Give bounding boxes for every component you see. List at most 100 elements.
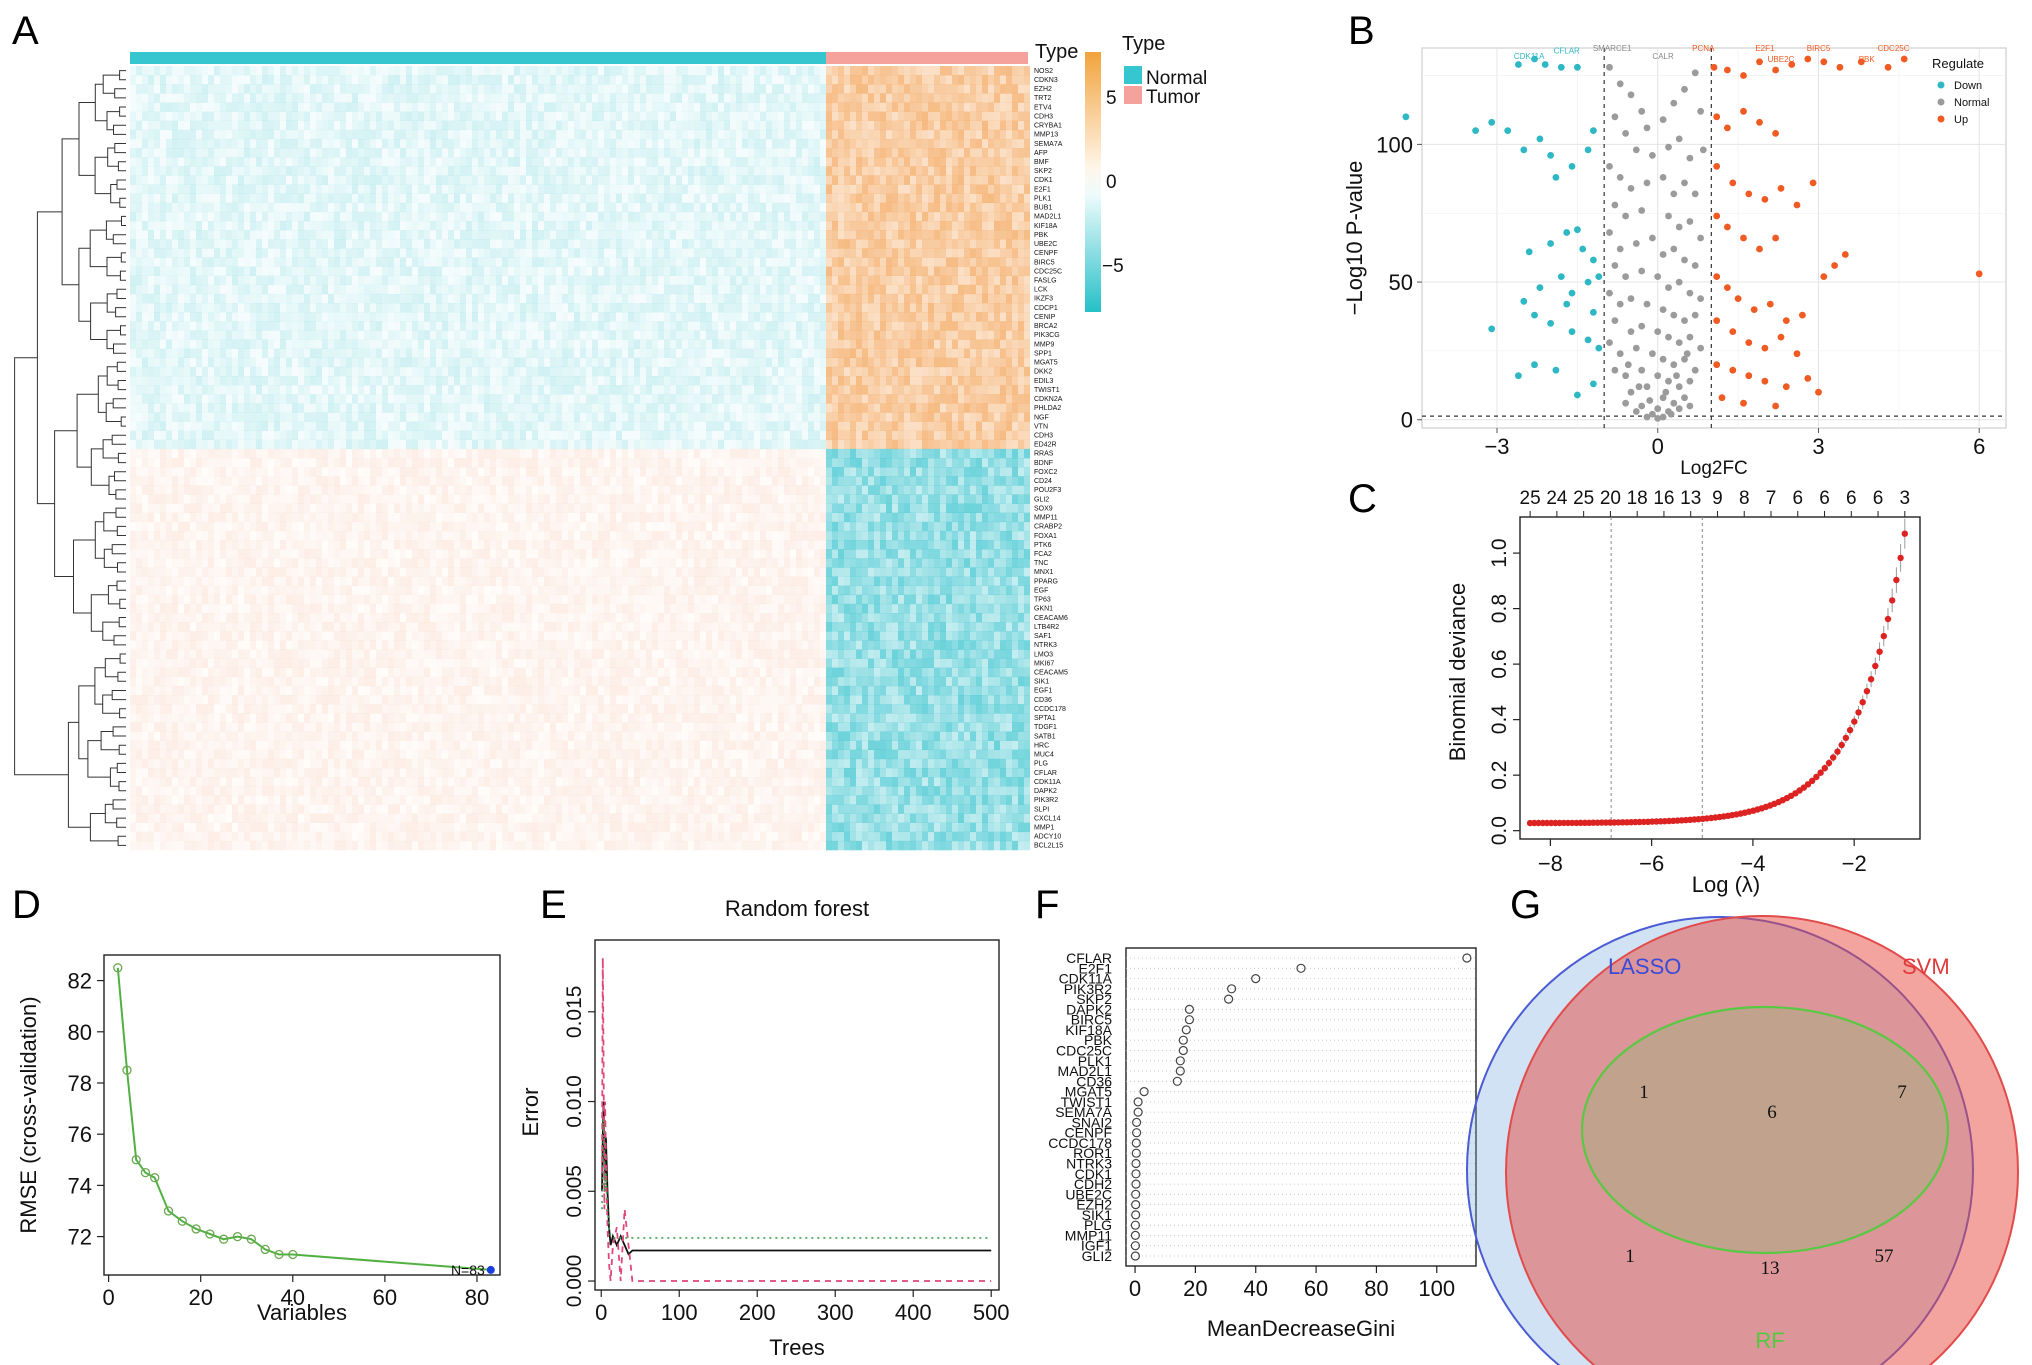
heatmap-cell [244,248,250,258]
heatmap-cell [1018,257,1024,267]
dendrogram-branch [116,817,126,828]
heatmap-cell [364,175,370,185]
heatmap-cell [994,93,1000,103]
heatmap-cell [472,193,478,204]
heatmap-cell [544,330,550,340]
heatmap-cell [130,93,136,103]
heatmap-cell [958,157,964,167]
heatmap-cell [526,148,532,158]
heatmap-cell [472,230,478,240]
heatmap-cell [658,111,664,121]
heatmap-cell [172,339,178,349]
heatmap-cell [346,157,352,167]
heatmap-cell [340,220,346,231]
heatmap-cell [442,193,448,204]
heatmap-cell [832,75,838,85]
heatmap-cell [748,111,754,121]
heatmap-cell [130,129,136,140]
heatmap-cell [916,66,922,76]
heatmap-cell [1018,193,1024,204]
heatmap-cell [718,75,724,85]
heatmap-cell [622,248,628,258]
heatmap-cell [850,120,856,131]
heatmap-cell [724,230,730,240]
heatmap-cell [772,312,778,322]
heatmap-cell [580,220,586,231]
heatmap-cell [976,93,982,103]
heatmap-cell [352,257,358,267]
heatmap-cell [592,157,598,167]
heatmap-cell [424,248,430,258]
heatmap-cell [670,102,676,112]
heatmap-cell [310,211,316,222]
heatmap-cell [562,275,568,286]
heatmap-cell [478,312,484,322]
heatmap-cell [274,84,280,94]
heatmap-cell [472,248,478,258]
heatmap-cell [730,220,736,231]
heatmap-cell [940,166,946,176]
heatmap-cell [292,193,298,204]
heatmap-cell [196,293,202,304]
heatmap-cell [592,293,598,304]
heatmap-cell [652,284,658,295]
heatmap-cell [838,284,844,295]
heatmap-cell [664,248,670,258]
heatmap-cell [904,348,910,359]
heatmap-cell [796,220,802,231]
heatmap-cell [964,75,970,85]
heatmap-cell [652,66,658,76]
heatmap-cell [640,284,646,295]
heatmap-cell [478,120,484,131]
heatmap-cell [400,120,406,131]
heatmap-cell [694,111,700,121]
heatmap-cell [460,220,466,231]
heatmap-cell [208,284,214,295]
heatmap-cell [724,239,730,249]
heatmap-cell [856,75,862,85]
heatmap-cell [760,220,766,231]
heatmap-cell [172,75,178,85]
heatmap-cell [946,321,952,331]
heatmap-cell [286,66,292,76]
heatmap-cell [760,266,766,276]
heatmap-cell [508,293,514,304]
heatmap-cell [742,239,748,249]
heatmap-cell [352,321,358,331]
heatmap-cell [502,120,508,131]
heatmap-cell [394,348,400,359]
heatmap-cell [406,303,412,313]
heatmap-cell [856,148,862,158]
heatmap-cell [718,330,724,340]
heatmap-cell [478,111,484,121]
heatmap-cell [460,202,466,213]
heatmap-cell [982,220,988,231]
heatmap-cell [184,166,190,176]
heatmap-cell [310,148,316,158]
dendrogram-branch [105,220,122,240]
heatmap-cell [166,275,172,286]
heatmap-cell [346,120,352,131]
heatmap-cell [322,312,328,322]
heatmap-cell [226,303,232,313]
heatmap-cell [724,120,730,131]
heatmap-cell [160,129,166,140]
heatmap-cell [718,293,724,304]
heatmap-cell [400,66,406,76]
heatmap-cell [412,184,418,194]
heatmap-cell [580,266,586,276]
heatmap-cell [286,312,292,322]
heatmap-cell [178,257,184,267]
heatmap-cell [550,84,556,94]
heatmap-cell [778,166,784,176]
heatmap-cell [622,93,628,103]
heatmap-cell [352,248,358,258]
heatmap-cell [388,111,394,121]
heatmap-cell [556,66,562,76]
heatmap-cell [610,148,616,158]
heatmap-cell [250,357,256,368]
heatmap-cell [712,284,718,295]
heatmap-cell [400,84,406,94]
heatmap-cell [604,111,610,121]
heatmap-cell [256,211,262,222]
